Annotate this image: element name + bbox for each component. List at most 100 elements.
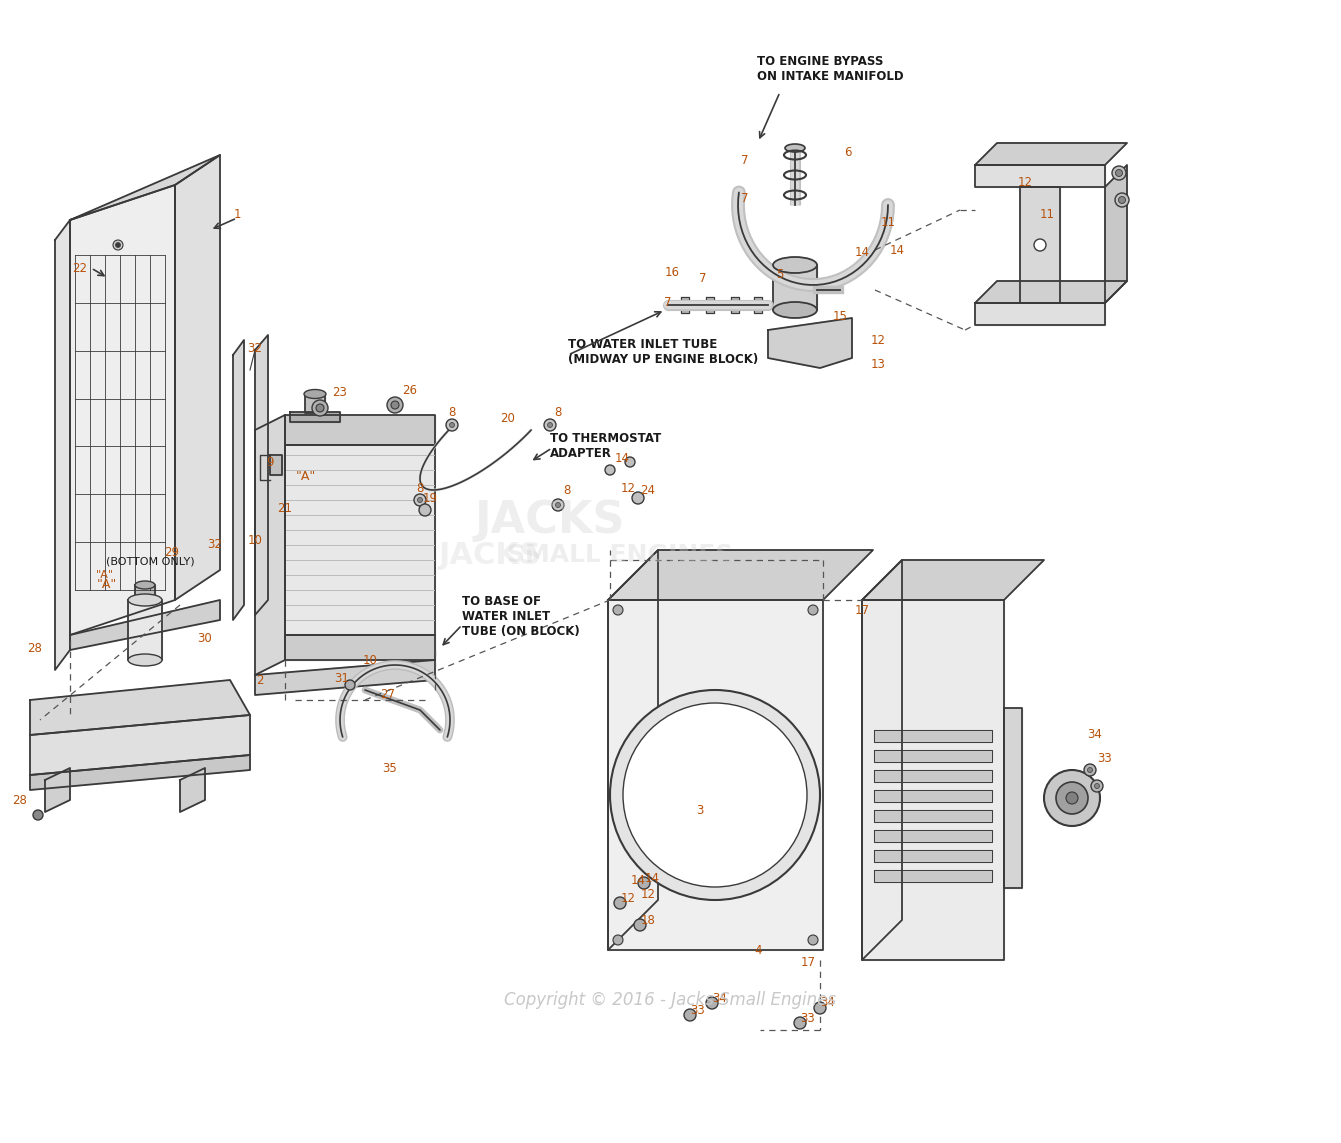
- Circle shape: [1055, 782, 1088, 814]
- Text: 1: 1: [233, 208, 241, 222]
- Circle shape: [794, 1017, 806, 1029]
- Circle shape: [625, 457, 636, 467]
- Polygon shape: [46, 768, 70, 812]
- Text: 17: 17: [854, 604, 869, 616]
- Circle shape: [684, 1009, 696, 1021]
- Text: 14: 14: [645, 871, 660, 885]
- Polygon shape: [874, 730, 992, 742]
- Circle shape: [392, 401, 400, 409]
- Polygon shape: [681, 297, 689, 313]
- Circle shape: [814, 1002, 826, 1014]
- Text: 26: 26: [402, 384, 417, 397]
- Text: 15: 15: [833, 310, 848, 322]
- Polygon shape: [874, 850, 992, 862]
- Polygon shape: [874, 750, 992, 762]
- Text: 11: 11: [881, 216, 896, 229]
- Text: 13: 13: [870, 359, 885, 371]
- Text: 3: 3: [696, 804, 704, 816]
- Polygon shape: [874, 770, 992, 782]
- Text: 2: 2: [256, 673, 264, 687]
- Circle shape: [555, 503, 561, 507]
- Text: 7: 7: [699, 272, 707, 285]
- Circle shape: [1116, 169, 1122, 176]
- Circle shape: [1094, 783, 1100, 789]
- Text: 12: 12: [870, 334, 885, 346]
- Polygon shape: [874, 870, 992, 882]
- Text: 14: 14: [614, 451, 629, 464]
- Text: 31: 31: [334, 671, 350, 685]
- Circle shape: [34, 810, 43, 820]
- Text: TO WATER INLET TUBE
(MIDWAY UP ENGINE BLOCK): TO WATER INLET TUBE (MIDWAY UP ENGINE BL…: [569, 338, 758, 366]
- Text: 33: 33: [1098, 751, 1113, 765]
- Text: 33: 33: [691, 1004, 705, 1016]
- Text: 4: 4: [754, 943, 762, 957]
- Circle shape: [614, 897, 626, 909]
- Circle shape: [418, 504, 430, 515]
- Text: 30: 30: [197, 631, 212, 645]
- Text: 18: 18: [641, 913, 656, 927]
- Text: 10: 10: [362, 654, 377, 666]
- Text: 33: 33: [801, 1012, 815, 1024]
- Text: 32: 32: [208, 538, 223, 552]
- Circle shape: [417, 497, 422, 503]
- Polygon shape: [255, 335, 268, 615]
- Polygon shape: [70, 600, 220, 650]
- Ellipse shape: [127, 654, 162, 666]
- Circle shape: [1066, 792, 1078, 804]
- Text: 14: 14: [854, 246, 869, 258]
- Circle shape: [544, 419, 557, 431]
- Polygon shape: [255, 415, 286, 676]
- Text: Copyright © 2016 - Jacks Small Engines: Copyright © 2016 - Jacks Small Engines: [504, 991, 835, 1009]
- Text: 28: 28: [12, 793, 27, 807]
- Text: 7: 7: [742, 192, 748, 205]
- Text: 23: 23: [333, 385, 347, 399]
- Polygon shape: [754, 297, 762, 313]
- Polygon shape: [233, 339, 244, 620]
- Text: 22: 22: [72, 262, 87, 274]
- Polygon shape: [70, 155, 220, 219]
- Polygon shape: [731, 297, 739, 313]
- Circle shape: [316, 403, 325, 411]
- Text: 34: 34: [712, 991, 727, 1005]
- Ellipse shape: [772, 257, 817, 273]
- Circle shape: [809, 935, 818, 945]
- Ellipse shape: [304, 390, 326, 399]
- Text: 8: 8: [563, 483, 571, 496]
- Circle shape: [1088, 767, 1093, 773]
- Polygon shape: [607, 550, 873, 600]
- Text: JACKS: JACKS: [475, 498, 625, 542]
- Text: 32: 32: [248, 342, 263, 354]
- Circle shape: [638, 877, 650, 889]
- Circle shape: [113, 240, 123, 250]
- Text: 8: 8: [448, 406, 456, 418]
- Circle shape: [552, 499, 565, 511]
- Circle shape: [624, 703, 807, 887]
- Polygon shape: [135, 585, 156, 602]
- Text: TO BASE OF
WATER INLET
TUBE (ON BLOCK): TO BASE OF WATER INLET TUBE (ON BLOCK): [463, 596, 579, 638]
- Text: 11: 11: [1039, 208, 1054, 222]
- Text: "A": "A": [296, 470, 316, 483]
- Text: "A": "A": [97, 570, 114, 580]
- Text: TO ENGINE BYPASS
ON INTAKE MANIFOLD: TO ENGINE BYPASS ON INTAKE MANIFOLD: [758, 55, 904, 83]
- Polygon shape: [862, 560, 1045, 600]
- Polygon shape: [874, 830, 992, 842]
- Ellipse shape: [772, 302, 817, 318]
- Polygon shape: [286, 415, 434, 445]
- Text: 14: 14: [889, 243, 904, 256]
- Polygon shape: [70, 185, 174, 636]
- Polygon shape: [1021, 187, 1059, 303]
- Polygon shape: [1004, 708, 1022, 888]
- Polygon shape: [30, 680, 249, 735]
- Circle shape: [388, 397, 404, 413]
- Text: 34: 34: [1088, 728, 1102, 742]
- Circle shape: [1084, 764, 1096, 776]
- Polygon shape: [975, 143, 1126, 165]
- Text: 7: 7: [664, 296, 672, 310]
- Text: 12: 12: [621, 481, 636, 495]
- Circle shape: [312, 400, 329, 416]
- Text: 20: 20: [500, 411, 515, 424]
- Text: 17: 17: [801, 956, 815, 968]
- Circle shape: [345, 680, 355, 690]
- Polygon shape: [286, 445, 434, 636]
- Polygon shape: [975, 165, 1105, 187]
